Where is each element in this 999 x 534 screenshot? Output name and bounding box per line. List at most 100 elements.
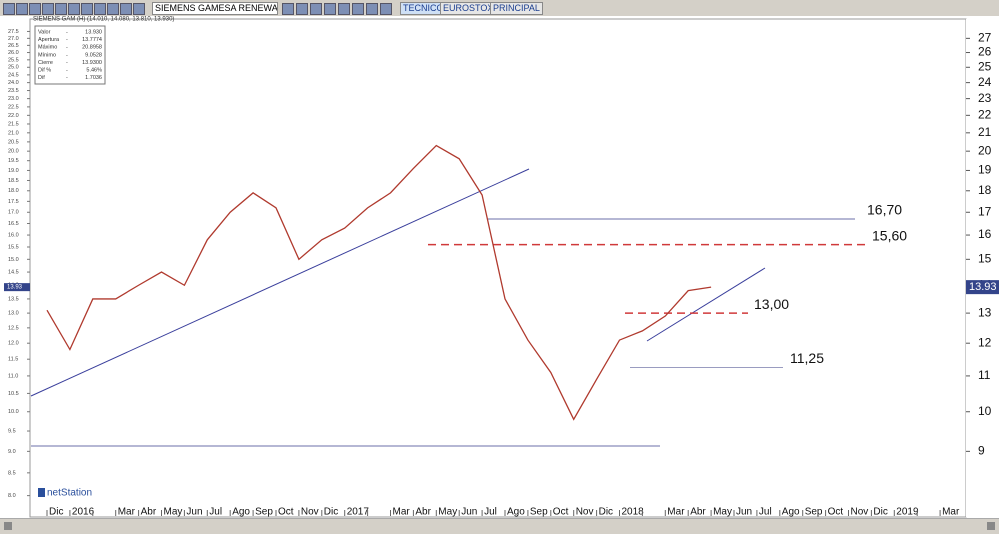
y-tick-label-left: 17.5 xyxy=(8,199,19,205)
price-line xyxy=(46,144,712,421)
x-tick-label: Abr xyxy=(690,507,706,518)
info-text: 9.0528 xyxy=(85,52,102,58)
x-tick-label: Ago xyxy=(232,507,250,518)
icon[interactable] xyxy=(133,3,145,15)
y-tick-label-left: 8.5 xyxy=(8,470,16,476)
x-tick-label: Mar xyxy=(118,507,136,518)
y-tick-label: 10 xyxy=(978,404,992,418)
trendline xyxy=(30,168,530,397)
level-label: 16,70 xyxy=(867,202,902,218)
icon[interactable] xyxy=(94,3,106,15)
info-text: 13.930 xyxy=(85,29,102,35)
y-tick-label-left: 26.5 xyxy=(8,43,19,49)
icon[interactable] xyxy=(42,3,54,15)
icon[interactable] xyxy=(338,3,350,15)
y-tick-label: 12 xyxy=(978,335,992,349)
x-tick-label: 2019 xyxy=(896,507,919,518)
y-tick-label-left: 19.5 xyxy=(8,158,19,164)
y-tick-label: 18 xyxy=(978,183,992,197)
icon[interactable] xyxy=(81,3,93,15)
x-tick-label: Oct xyxy=(553,507,569,518)
tab[interactable]: PRINCIPAL xyxy=(490,2,543,15)
last-price-box xyxy=(966,280,999,295)
icon[interactable] xyxy=(324,3,336,15)
x-tick-label: May xyxy=(438,507,457,518)
y-tick-label-left: 18.0 xyxy=(8,188,19,194)
x-tick-label: 2018 xyxy=(622,507,645,518)
info-text: 5.46% xyxy=(86,67,102,73)
y-tick-label: 22 xyxy=(978,108,992,122)
info-text: Mínimo xyxy=(38,52,56,58)
y-tick-label-left: 9.5 xyxy=(8,428,16,434)
icon[interactable] xyxy=(380,3,392,15)
y-tick-label-left: 12.0 xyxy=(8,341,19,347)
icon[interactable] xyxy=(16,3,28,15)
toolbar: SIEMENS GAMESA RENEWABLE (MERCADO TECNIC… xyxy=(0,0,999,17)
y-tick-label: 17 xyxy=(978,204,992,218)
y-tick-label-left: 24.0 xyxy=(8,80,19,86)
level-label: 15,60 xyxy=(872,227,907,243)
y-tick-label-left: 21.0 xyxy=(8,130,19,136)
y-tick-label: 11 xyxy=(978,368,991,382)
y-tick-label-left: 22.0 xyxy=(8,113,19,119)
x-tick-label: Nov xyxy=(301,507,319,518)
x-tick-label: Abr xyxy=(415,507,431,518)
icon[interactable] xyxy=(296,3,308,15)
level-label: 11,25 xyxy=(790,350,824,366)
info-text: Apertura xyxy=(38,37,60,43)
icon[interactable] xyxy=(68,3,80,15)
y-tick-label-left: 13.5 xyxy=(8,296,19,302)
info-text: Valor xyxy=(38,29,51,35)
y-tick-label-left: 15.5 xyxy=(8,244,19,250)
y-tick-label-left: 14.5 xyxy=(8,270,19,276)
chart: SIEMENS GAM (H) (14.010, 14.080, 13.810,… xyxy=(0,16,999,533)
last-price-label-left: 13.93 xyxy=(7,285,23,291)
y-tick-label-left: 25.5 xyxy=(8,57,19,63)
y-tick-label: 20 xyxy=(978,143,992,157)
scroll-left[interactable] xyxy=(4,522,12,530)
info-text: - xyxy=(66,60,68,66)
y-tick-label: 9 xyxy=(978,444,985,458)
icon[interactable] xyxy=(29,3,41,15)
icon[interactable] xyxy=(366,3,378,15)
y-tick-label-left: 17.0 xyxy=(8,210,19,216)
x-tick-label: Dic xyxy=(324,507,338,518)
icon[interactable] xyxy=(352,3,364,15)
icon[interactable] xyxy=(107,3,119,15)
y-tick-label-left: 19.0 xyxy=(8,168,19,174)
info-text: Dif % xyxy=(38,67,51,73)
icon[interactable] xyxy=(282,3,294,15)
y-tick-label: 27 xyxy=(978,31,992,45)
chart-title: SIEMENS GAM (H) (14.010, 14.080, 13.810,… xyxy=(33,17,174,23)
info-text: - xyxy=(66,37,68,43)
symbol-box[interactable]: SIEMENS GAMESA RENEWABLE (MERCADO xyxy=(152,2,278,15)
y-tick-label-left: 9.0 xyxy=(8,449,16,455)
y-tick-label-left: 25.0 xyxy=(8,65,19,71)
y-tick-label-left: 20.0 xyxy=(8,149,19,155)
icon[interactable] xyxy=(3,3,15,15)
scrollbar[interactable] xyxy=(0,518,999,534)
x-tick-label: Ago xyxy=(507,507,525,518)
info-text: - xyxy=(66,75,68,81)
x-tick-label: Abr xyxy=(141,507,157,518)
y-tick-label-left: 11.0 xyxy=(8,373,18,379)
info-text: - xyxy=(66,52,68,58)
y-tick-label-left: 26.0 xyxy=(8,50,19,56)
x-tick-label: 2017 xyxy=(347,507,370,518)
logo-icon xyxy=(38,488,45,497)
x-tick-label: Jul xyxy=(484,507,497,518)
x-tick-label: Nov xyxy=(851,507,869,518)
y-tick-label-left: 20.5 xyxy=(8,139,19,145)
y-tick-label: 23 xyxy=(978,91,992,105)
x-tick-label: Jul xyxy=(759,507,772,518)
scroll-right[interactable] xyxy=(987,522,995,530)
y-tick-label-left: 10.0 xyxy=(8,409,19,415)
y-tick-label-left: 15.0 xyxy=(8,257,19,263)
x-tick-label: May xyxy=(713,507,732,518)
x-tick-label: Sep xyxy=(805,507,823,518)
icon[interactable] xyxy=(120,3,132,15)
icon[interactable] xyxy=(55,3,67,15)
x-tick-label: Jun xyxy=(186,507,202,518)
icon[interactable] xyxy=(310,3,322,15)
